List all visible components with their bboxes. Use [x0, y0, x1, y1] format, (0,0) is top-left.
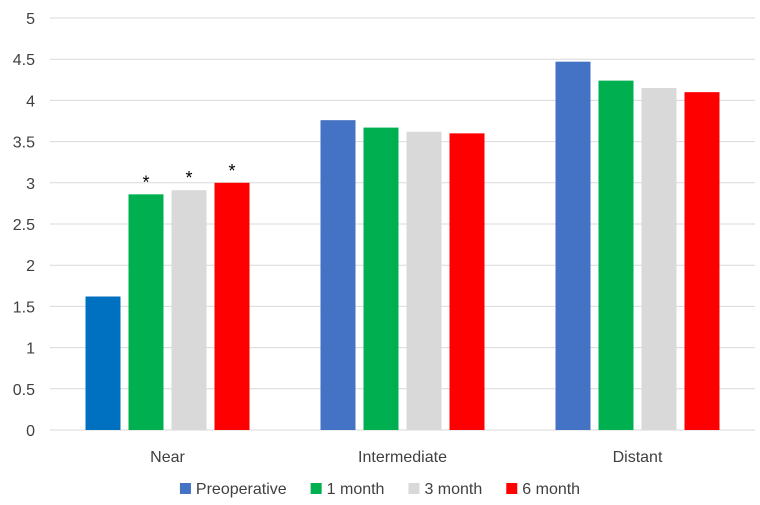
bar-near-3-month	[171, 190, 207, 430]
bar-intermediate-6-month	[449, 133, 485, 431]
y-tick-label: 4	[26, 93, 35, 110]
significance-asterisk: *	[185, 168, 192, 188]
legend-swatch	[408, 483, 420, 494]
legend-label: 6 month	[522, 481, 580, 498]
legend-item-3-month: 3 month	[408, 481, 482, 498]
y-tick-label: 2.5	[13, 217, 35, 234]
legend-item-1-month: 1 month	[310, 481, 385, 498]
legend-label: Preoperative	[196, 481, 287, 498]
bars	[85, 61, 720, 431]
significance-asterisk: *	[142, 172, 149, 192]
y-tick-label: 1.5	[13, 299, 35, 316]
y-tick-label: 1	[26, 341, 35, 358]
bar-intermediate-preoperative	[320, 120, 356, 431]
y-tick-label: 3.5	[13, 135, 35, 152]
legend-swatch	[179, 483, 191, 494]
bar-distant-3-month	[641, 88, 677, 430]
category-label-intermediate: Intermediate	[358, 449, 447, 466]
legend-swatch	[506, 483, 518, 494]
y-tick-label: 4.5	[13, 52, 35, 69]
gridlines	[50, 17, 755, 431]
legend-item-6-month: 6 month	[506, 481, 580, 498]
y-tick-label: 0.5	[13, 382, 35, 399]
y-tick-label: 3	[26, 176, 35, 193]
bar-distant-1-month	[598, 80, 634, 431]
bar-near-6-month	[214, 182, 250, 430]
y-axis-ticks: 0 0.5 1 1.5 2 2.5 3 3.5 4 4.5 5	[13, 11, 35, 440]
bar-intermediate-3-month	[406, 131, 442, 430]
legend-item-preoperative: Preoperative	[179, 481, 287, 498]
category-label-distant: Distant	[613, 449, 663, 466]
bar-distant-6-month	[684, 92, 720, 430]
significance-asterisk: *	[228, 161, 235, 181]
bar-near-preoperative	[85, 296, 121, 430]
y-tick-label: 0	[26, 423, 35, 440]
legend: Preoperative 1 month 3 month 6 month	[179, 481, 580, 498]
legend-label: 3 month	[424, 481, 482, 498]
legend-label: 1 month	[327, 481, 385, 498]
x-axis-categories: Near Intermediate Distant	[150, 449, 663, 466]
bar-near-1-month	[128, 194, 164, 430]
bar-intermediate-1-month	[363, 127, 399, 430]
y-tick-label: 5	[26, 11, 35, 28]
legend-swatch	[310, 483, 322, 494]
bar-distant-preoperative	[555, 61, 591, 431]
y-tick-label: 2	[26, 258, 35, 275]
category-label-near: Near	[150, 449, 185, 466]
annotations: * * *	[142, 161, 235, 193]
